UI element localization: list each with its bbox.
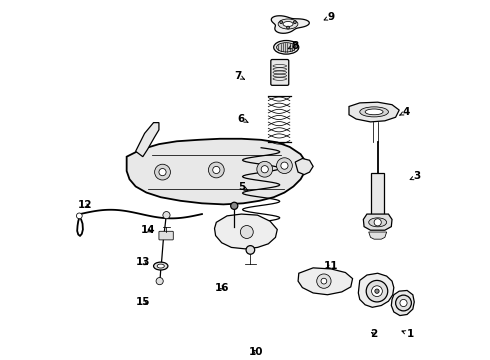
Text: 5: 5: [238, 182, 248, 192]
Polygon shape: [126, 139, 306, 204]
Polygon shape: [349, 102, 399, 122]
Circle shape: [155, 164, 171, 180]
Bar: [371, 173, 384, 216]
Circle shape: [257, 161, 272, 177]
Ellipse shape: [368, 218, 387, 227]
Text: 12: 12: [78, 200, 93, 210]
Polygon shape: [298, 268, 353, 295]
Text: 1: 1: [402, 329, 414, 339]
Polygon shape: [136, 123, 159, 157]
Polygon shape: [368, 232, 387, 239]
Circle shape: [321, 278, 327, 284]
Ellipse shape: [365, 109, 383, 115]
Circle shape: [395, 295, 412, 311]
Text: 3: 3: [410, 171, 421, 181]
Circle shape: [317, 274, 331, 288]
Circle shape: [280, 21, 283, 24]
Ellipse shape: [276, 42, 296, 52]
Ellipse shape: [278, 19, 298, 29]
Text: 9: 9: [324, 12, 335, 22]
Polygon shape: [271, 16, 309, 33]
Text: 2: 2: [370, 329, 378, 339]
Circle shape: [371, 286, 382, 297]
Ellipse shape: [274, 41, 299, 54]
Text: 15: 15: [136, 297, 150, 307]
Text: 16: 16: [215, 283, 229, 293]
Circle shape: [163, 212, 170, 219]
Circle shape: [246, 246, 255, 254]
Polygon shape: [215, 214, 277, 249]
Text: 8: 8: [288, 41, 299, 50]
Text: 11: 11: [324, 261, 338, 271]
Circle shape: [159, 168, 166, 176]
Text: 10: 10: [248, 347, 263, 357]
Circle shape: [287, 26, 290, 29]
Polygon shape: [392, 291, 414, 316]
Circle shape: [231, 202, 238, 210]
Circle shape: [261, 166, 269, 173]
FancyBboxPatch shape: [159, 231, 173, 240]
Circle shape: [400, 300, 407, 307]
Circle shape: [156, 278, 163, 285]
Circle shape: [276, 158, 293, 174]
Text: 6: 6: [238, 114, 248, 124]
Ellipse shape: [283, 22, 293, 27]
Circle shape: [366, 280, 388, 302]
Circle shape: [375, 289, 379, 293]
Ellipse shape: [157, 264, 164, 268]
Circle shape: [76, 213, 82, 219]
Circle shape: [213, 166, 220, 174]
Polygon shape: [295, 158, 313, 175]
Circle shape: [240, 226, 253, 238]
Text: 14: 14: [141, 225, 155, 235]
Circle shape: [294, 21, 296, 24]
Ellipse shape: [360, 107, 389, 117]
FancyBboxPatch shape: [271, 59, 289, 85]
Circle shape: [208, 162, 224, 178]
Text: 4: 4: [400, 107, 410, 117]
Ellipse shape: [153, 262, 168, 270]
Text: 13: 13: [136, 257, 150, 267]
Polygon shape: [364, 214, 392, 230]
Text: 7: 7: [234, 71, 245, 81]
Circle shape: [281, 162, 288, 169]
Polygon shape: [358, 273, 394, 307]
Circle shape: [374, 219, 381, 226]
